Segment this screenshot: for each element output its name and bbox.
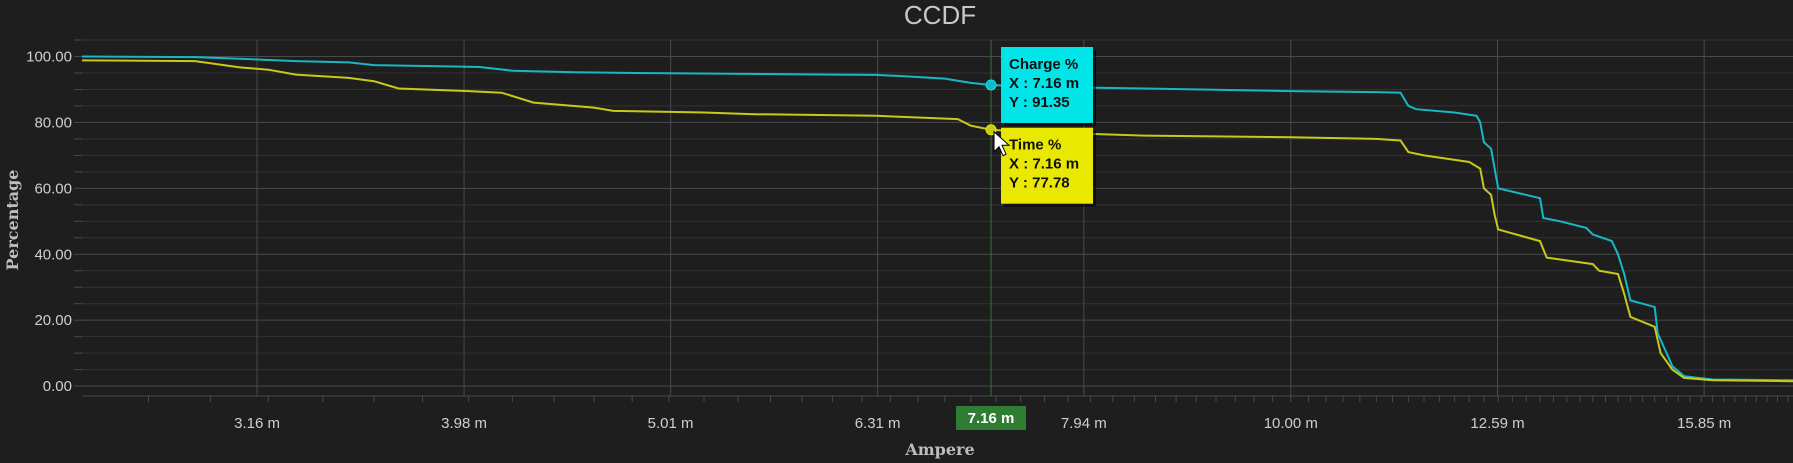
x-tick-label: 3.16 m xyxy=(234,415,280,432)
crosshair-x-label: 7.16 m xyxy=(968,410,1015,427)
y-axis-ticks: 0.00 20.00 40.00 60.00 80.00 100.00 xyxy=(26,48,72,395)
chart-title: CCDF xyxy=(904,0,976,30)
series-line-charge[interactable] xyxy=(81,55,1793,382)
mouse-cursor-icon xyxy=(993,130,1011,157)
x-axis-title: Ampere xyxy=(904,440,974,459)
y-tick-label: 60.00 xyxy=(34,180,72,197)
series-line-time[interactable] xyxy=(81,59,1793,383)
y-axis-title: Percentage xyxy=(3,170,22,271)
y-tick-label: 100.00 xyxy=(26,48,72,65)
tooltip-marker[interactable] xyxy=(985,79,997,91)
tooltip-y-value: Y : 77.78 xyxy=(1009,175,1070,192)
x-tick-label: 7.94 m xyxy=(1061,415,1107,432)
x-tick-label: 12.59 m xyxy=(1470,415,1524,432)
tooltip-series-name: Charge % xyxy=(1009,56,1078,73)
grid xyxy=(74,39,1793,402)
x-tick-label: 3.98 m xyxy=(441,415,487,432)
x-tick-label: 10.00 m xyxy=(1264,415,1318,432)
tooltip-x-value: X : 7.16 m xyxy=(1009,75,1079,92)
x-axis-ticks: 3.16 m 3.98 m 5.01 m 6.31 m 7.94 m 10.00 m 12.… xyxy=(234,415,1731,432)
tooltips: Charge % X : 7.16 m Y : 91.35 Time % X : 7.1… xyxy=(985,46,1097,207)
x-tick-label: 6.31 m xyxy=(855,415,901,432)
tooltip-x-value: X : 7.16 m xyxy=(1009,156,1079,173)
y-tick-label: 80.00 xyxy=(34,114,72,131)
crosshair: 7.16 m xyxy=(956,40,1027,430)
x-tick-label: 15.85 m xyxy=(1677,415,1731,432)
tooltip-y-value: Y : 91.35 xyxy=(1009,94,1070,111)
tooltip-box xyxy=(1001,127,1094,204)
x-tick-label: 5.01 m xyxy=(648,415,694,432)
crosshair-x-label-bg xyxy=(956,406,1027,430)
series-lines xyxy=(81,55,1793,383)
tooltip-series-name: Time % xyxy=(1009,137,1061,154)
y-tick-label: 0.00 xyxy=(43,378,72,395)
y-tick-label: 20.00 xyxy=(34,312,72,329)
y-tick-label: 40.00 xyxy=(34,246,72,263)
tooltip-box xyxy=(1001,46,1094,123)
